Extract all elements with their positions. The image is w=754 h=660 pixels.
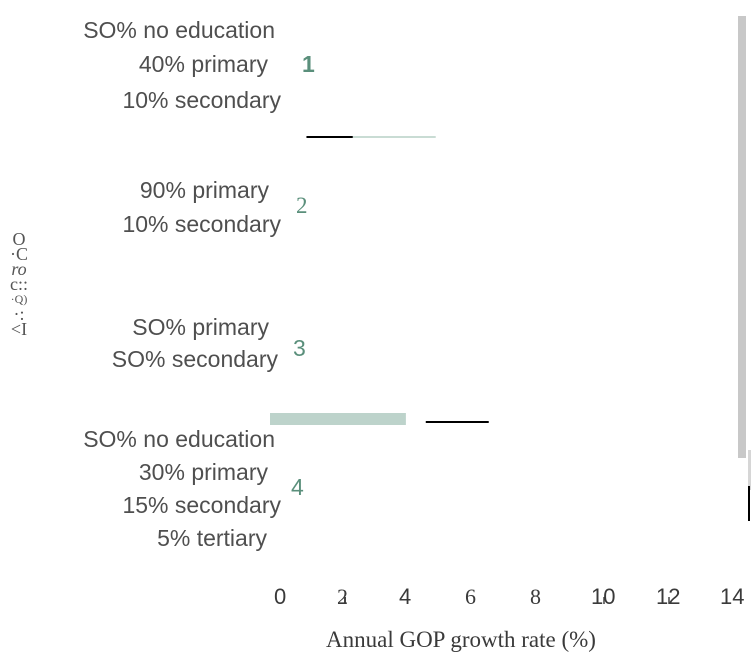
group-1-label-line-2: 40% primary: [138, 51, 268, 77]
y-glyph-7: <I: [10, 319, 28, 339]
bar-group-4-segment-3: [425, 421, 489, 423]
x-tick-label-8: 8: [530, 584, 541, 609]
bar-group-4-segment-2: [270, 413, 406, 425]
group-4-label-line-2: 30% primary: [138, 459, 268, 485]
group-4-label-line-1: SO% no education: [83, 426, 275, 452]
group-1-number: 1: [302, 51, 315, 77]
bar-group-1-segment-1: [352, 136, 436, 138]
x-tick-label-0: 0: [274, 584, 287, 609]
y-axis-glyphs: O ·C ro c:: ·Q) ·: <I: [4, 229, 34, 339]
right-edge-mark: [748, 486, 750, 521]
x-tick-label-12: 12: [656, 584, 681, 609]
right-edge-bar-lower: [748, 450, 751, 490]
group-1-label-line-3: 10% secondary: [122, 87, 281, 113]
group-4-label-line-3: 15% secondary: [122, 492, 281, 518]
group-3-label-line-2: SO% secondary: [111, 346, 278, 372]
x-tick-label-4: 4: [399, 584, 412, 609]
x-tick-label-14: 14: [720, 584, 745, 609]
y-glyph-1: O: [12, 229, 26, 249]
group-3-number: 3: [293, 335, 306, 361]
x-axis-label: Annual GOP growth rate (%): [326, 627, 596, 652]
group-3-label-line-1: SO% primary: [132, 314, 269, 340]
y-glyph-4: c::: [10, 274, 28, 294]
group-2-label-line-1: 90% primary: [139, 177, 269, 203]
group-4-label-line-4: 5% tertiary: [157, 525, 267, 551]
y-glyph-2: ·C: [10, 244, 28, 264]
x-tick-label-6: 6: [465, 584, 476, 609]
y-glyph-6: ·:: [13, 304, 25, 324]
x-tick-label-2: 2: [337, 584, 348, 609]
y-glyph-3: ro: [11, 259, 27, 279]
right-edge-bar: [738, 16, 746, 458]
x-tick-label-10: 10: [591, 584, 616, 609]
group-2-number: 2: [296, 193, 308, 218]
y-glyph-5: ·Q): [10, 292, 28, 306]
group-1-label-line-1: SO% no education: [83, 17, 275, 43]
bar-group-1-segment-0: [306, 136, 353, 138]
group-2-label-line-2: 10% secondary: [122, 211, 281, 237]
group-4-number: 4: [291, 474, 304, 500]
